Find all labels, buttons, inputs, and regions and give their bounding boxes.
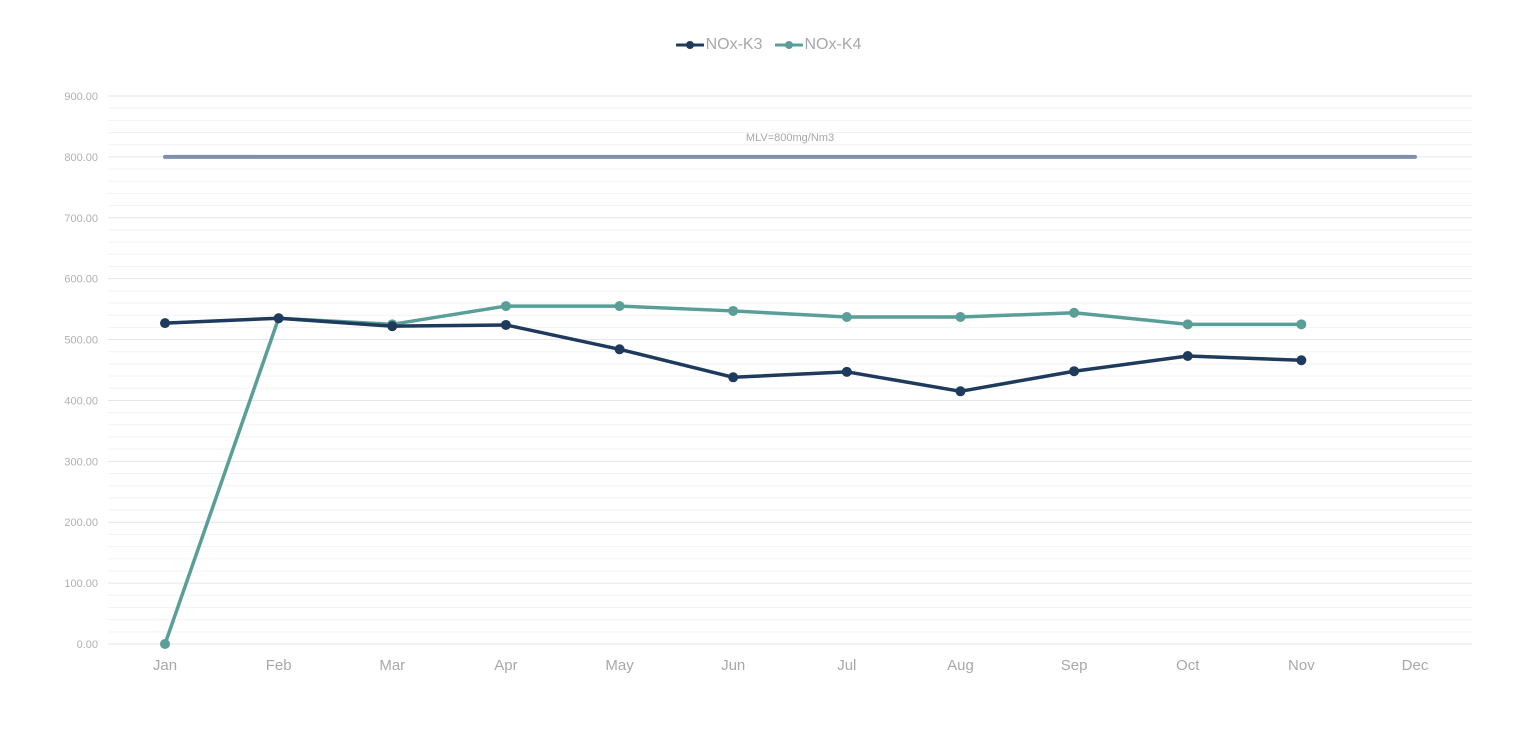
x-tick-label: Jan	[153, 657, 177, 674]
y-tick-label: 900.00	[64, 91, 98, 103]
x-tick-label: Feb	[266, 657, 292, 674]
data-point-nox-k4	[500, 301, 511, 312]
data-point-nox-k3	[160, 318, 170, 329]
y-tick-label: 300.00	[64, 456, 98, 468]
data-point-nox-k3	[614, 344, 625, 355]
legend-item-nox-k3[interactable]: NOx-K3	[675, 36, 763, 54]
data-point-nox-k4	[1069, 307, 1080, 318]
data-point-nox-k3	[1296, 355, 1307, 366]
y-tick-label: 0.00	[77, 639, 98, 651]
x-tick-label: Apr	[494, 657, 517, 674]
data-point-nox-k4	[955, 312, 966, 323]
y-tick-label: 100.00	[64, 578, 98, 590]
data-point-nox-k4	[1296, 319, 1307, 330]
y-tick-label: 700.00	[64, 213, 98, 225]
x-tick-label: Dec	[1402, 657, 1429, 674]
data-point-nox-k3	[1182, 350, 1193, 361]
data-point-nox-k3	[500, 319, 511, 330]
data-point-nox-k4	[728, 305, 739, 316]
data-point-nox-k3	[1069, 366, 1080, 377]
legend-label-nox-k4: NOx-K4	[804, 36, 862, 53]
x-tick-label: Aug	[947, 657, 974, 674]
reference-line-label: MLV=800mg/Nm3	[746, 132, 834, 144]
x-tick-label: Jun	[721, 657, 745, 674]
legend-item-nox-k4[interactable]: NOx-K4	[774, 36, 862, 54]
x-tick-label: Nov	[1288, 657, 1315, 674]
data-point-nox-k3	[841, 366, 852, 377]
series-line-nox-k4	[163, 304, 1302, 645]
data-point-nox-k3	[387, 321, 398, 332]
data-point-nox-k4	[841, 312, 852, 323]
y-tick-label: 600.00	[64, 274, 98, 286]
x-tick-label: Jul	[837, 657, 856, 674]
y-tick-label: 800.00	[64, 152, 98, 164]
legend-marker-nox-k4-icon	[774, 41, 803, 49]
legend-label-nox-k3: NOx-K3	[705, 36, 763, 53]
x-tick-label: Mar	[379, 657, 405, 674]
data-point-nox-k4	[160, 639, 170, 649]
data-point-nox-k4	[1182, 319, 1193, 330]
x-tick-label: May	[605, 657, 634, 674]
x-tick-label: Sep	[1061, 657, 1088, 674]
data-point-nox-k3	[728, 372, 739, 383]
data-point-nox-k3	[273, 313, 284, 324]
y-tick-label: 500.00	[64, 335, 98, 347]
x-tick-label: Oct	[1176, 657, 1200, 674]
data-point-nox-k3	[955, 386, 966, 397]
y-tick-label: 400.00	[64, 395, 98, 407]
legend: NOx-K3 NOx-K4	[0, 36, 1537, 54]
data-point-nox-k4	[614, 301, 625, 312]
legend-marker-nox-k3-icon	[675, 41, 704, 49]
y-tick-label: 200.00	[64, 517, 98, 529]
